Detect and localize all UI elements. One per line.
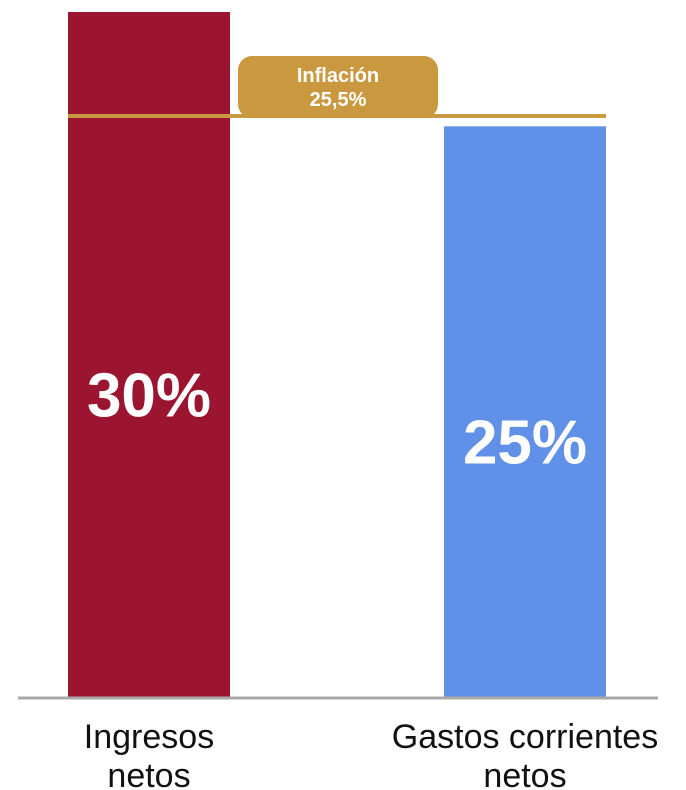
bar-value-label-gastos: 25% (463, 409, 587, 478)
inflation-label-title: Inflación (297, 65, 379, 87)
bars-group (68, 12, 606, 699)
inflation-label-badge: Inflación 25,5% (238, 56, 438, 118)
category-label-gastos-line1: Gastos corrientes (392, 718, 658, 756)
category-label-ingresos-line1: Ingresos (84, 718, 214, 756)
bar-value-label-ingresos: 30% (87, 362, 211, 431)
category-label-ingresos-line2: netos (107, 757, 190, 790)
inflation-badge-background (238, 56, 438, 118)
bar-ingresos-netos (68, 12, 230, 698)
bar-gastos-corrientes-netos (444, 126, 606, 699)
inflation-label-value: 25,5% (310, 89, 367, 111)
category-label-gastos-line2: netos (483, 757, 566, 790)
